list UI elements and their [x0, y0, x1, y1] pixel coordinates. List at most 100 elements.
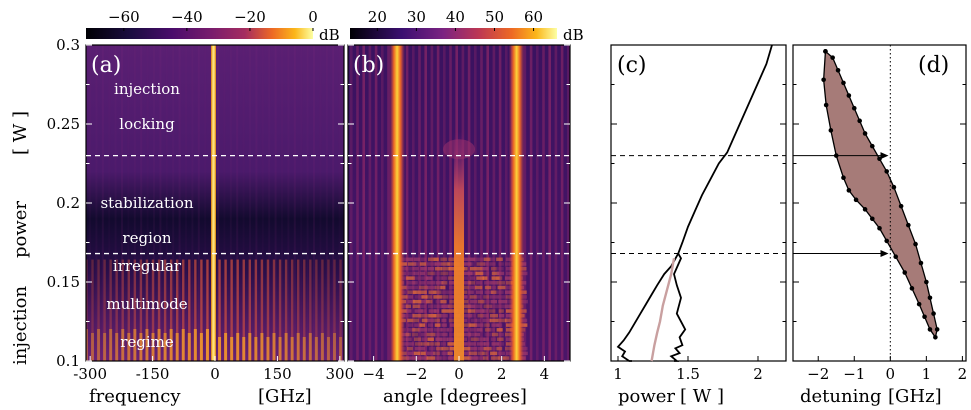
- x-tick-label: 2: [497, 365, 507, 383]
- region-label: injection: [114, 80, 180, 98]
- x-tick-label: 150: [263, 365, 292, 383]
- x-tick-label: 1.5: [676, 365, 700, 383]
- colorbar-tick-label: 30: [407, 8, 426, 26]
- arrow-head: [880, 152, 889, 160]
- y-axis-label-2: power: [10, 201, 31, 258]
- region-label: regime: [120, 333, 174, 351]
- boundary-point: [934, 327, 940, 332]
- boundary-point: [877, 225, 882, 231]
- boundary-point: [846, 188, 852, 193]
- y-tick-label: 0.3: [56, 36, 80, 54]
- boundary-point: [869, 143, 875, 149]
- boundary-point: [853, 197, 859, 203]
- colorbar-a: [86, 28, 313, 39]
- panel-a-label: (a): [91, 53, 121, 78]
- colorbar-tick-label: 60: [524, 8, 543, 26]
- lobe-mark: [508, 45, 525, 361]
- boundary-point: [924, 279, 929, 285]
- panel-d-area: [821, 45, 940, 361]
- colorbar-tick-label: 20: [368, 8, 387, 26]
- region-label: region: [122, 229, 171, 247]
- x-tick-label: 1: [922, 365, 932, 383]
- boundary-point: [823, 49, 828, 54]
- panel-a-region-labels: injection locking stabilization region irreg…: [100, 80, 193, 351]
- boundary-point: [823, 102, 829, 108]
- boundary-point: [916, 301, 922, 307]
- colorbar-b-unit: dB: [563, 26, 584, 44]
- x-tick-label: -150: [136, 365, 170, 383]
- x-tick-label: −2: [807, 365, 829, 383]
- boundary-point: [846, 93, 852, 98]
- arrow-head: [880, 250, 889, 258]
- panel-a-xunit: [GHz]: [258, 386, 312, 407]
- y-tick-label: 0.15: [47, 273, 80, 291]
- boundary-point: [835, 67, 841, 73]
- boundary-point: [841, 80, 846, 86]
- colorbar-tick-label: −60: [108, 8, 140, 26]
- panel-c-xlabel: power: [618, 386, 675, 407]
- panel-c-label: (c): [617, 53, 647, 78]
- boundary-point: [869, 216, 875, 222]
- colorbar-tick-label: 0: [308, 8, 318, 26]
- x-tick-label: 1: [613, 365, 623, 383]
- panel-b-label: (b): [353, 53, 384, 78]
- boundary-point: [933, 335, 938, 340]
- power-line: [616, 253, 679, 362]
- boundary-point: [927, 327, 933, 332]
- y-tick-label: 0.1: [56, 352, 80, 370]
- boundary-point: [862, 131, 868, 136]
- panel-b-xlabel: angle: [383, 386, 433, 407]
- panel-c-lines: [616, 44, 773, 362]
- boundary-point: [893, 254, 899, 260]
- x-tick-label: 300: [326, 365, 355, 383]
- boundary-point: [851, 105, 857, 111]
- power-line: [669, 253, 687, 362]
- x-tick-label: 0: [886, 365, 896, 383]
- boundary-point: [884, 169, 890, 174]
- boundary-point: [918, 260, 924, 266]
- boundary-point: [913, 241, 918, 247]
- boundary-point: [922, 314, 927, 320]
- region-label: stabilization: [100, 194, 193, 212]
- boundary-point: [891, 184, 897, 190]
- panel-b-xunit: [degrees]: [440, 386, 527, 407]
- x-tick-label: 0: [454, 365, 464, 383]
- x-tick-label: 2: [958, 365, 968, 383]
- y-tick-label: 0.25: [47, 115, 80, 133]
- colorbar-tick-label: 40: [446, 8, 465, 26]
- y-axis-label-1: injection: [10, 286, 31, 365]
- boundary-point: [841, 175, 846, 181]
- panel-d-xlabel: detuning: [800, 386, 881, 407]
- boundary-point: [906, 222, 911, 228]
- x-tick-label: 0: [210, 365, 220, 383]
- x-tick-label: 4: [540, 365, 550, 383]
- region-label: locking: [119, 115, 175, 133]
- region-label: multimode: [106, 295, 187, 313]
- y-axis-unit: [ W ]: [10, 111, 31, 155]
- panel-a-xlabel: frequency: [89, 386, 181, 407]
- boundary-point: [830, 55, 835, 60]
- region-label: irregular: [113, 257, 182, 275]
- colorbar-tick-label: −20: [234, 8, 266, 26]
- panel-b-heatmap: [348, 45, 570, 361]
- x-tick-label: 2: [753, 365, 763, 383]
- y-tick-label: 0.2: [56, 194, 80, 212]
- boundary-point: [898, 203, 904, 209]
- x-tick-label: −2: [405, 365, 427, 383]
- panel-a-heatmap: [86, 45, 344, 361]
- boundary-point: [828, 128, 834, 133]
- panel-d-label: (d): [918, 53, 949, 78]
- boundary-point: [862, 207, 868, 212]
- boundary-point: [909, 286, 915, 291]
- x-tick-label: -300: [73, 365, 107, 383]
- axes: 0.1 0.15 0.2 0.25 0.3 -300 -150 0 150 300 −4 −2 0 2 4 1…: [47, 36, 968, 383]
- lobe-mark: [389, 45, 406, 361]
- panel-d-xunit: [GHz]: [888, 386, 942, 407]
- boundary-point: [884, 238, 890, 244]
- boundary-point: [902, 270, 908, 275]
- x-tick-label: −1: [843, 365, 865, 383]
- boundary-point: [927, 295, 933, 301]
- boundary-point: [821, 77, 826, 83]
